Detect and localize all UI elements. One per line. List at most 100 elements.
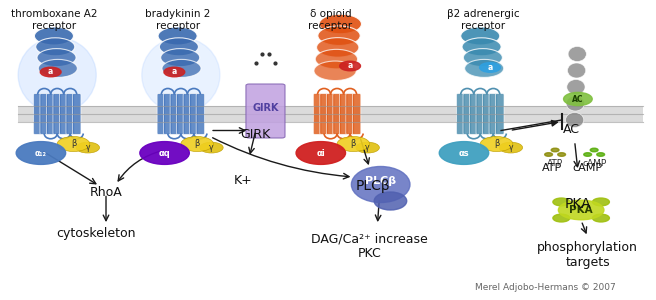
FancyBboxPatch shape xyxy=(40,94,49,134)
Text: phosphorylation
targets: phosphorylation targets xyxy=(537,241,638,269)
Circle shape xyxy=(181,136,213,152)
Circle shape xyxy=(499,142,523,153)
FancyBboxPatch shape xyxy=(18,106,643,114)
Text: β: β xyxy=(351,139,356,148)
Text: a: a xyxy=(48,68,53,76)
Text: PLCβ: PLCβ xyxy=(365,176,396,187)
Circle shape xyxy=(140,142,190,164)
Ellipse shape xyxy=(565,112,584,128)
Text: cytoskeleton: cytoskeleton xyxy=(56,227,136,241)
Text: K+: K+ xyxy=(234,173,252,187)
Ellipse shape xyxy=(352,167,410,203)
FancyBboxPatch shape xyxy=(157,94,165,134)
FancyBboxPatch shape xyxy=(72,94,81,134)
Circle shape xyxy=(356,142,379,153)
Text: a: a xyxy=(172,68,177,76)
FancyBboxPatch shape xyxy=(18,114,643,122)
Text: β: β xyxy=(194,139,200,148)
Text: γ: γ xyxy=(508,143,513,152)
Circle shape xyxy=(480,63,501,72)
Ellipse shape xyxy=(461,27,500,45)
Circle shape xyxy=(564,92,592,106)
FancyBboxPatch shape xyxy=(352,94,361,134)
Text: thromboxane A2
receptor: thromboxane A2 receptor xyxy=(10,9,97,31)
Circle shape xyxy=(553,198,570,206)
Ellipse shape xyxy=(314,61,356,80)
Ellipse shape xyxy=(317,38,359,57)
Text: ATP: ATP xyxy=(547,159,564,168)
Ellipse shape xyxy=(159,38,198,56)
Ellipse shape xyxy=(567,63,586,78)
Circle shape xyxy=(544,153,552,156)
Ellipse shape xyxy=(38,59,77,77)
Ellipse shape xyxy=(462,38,501,56)
Ellipse shape xyxy=(161,49,199,67)
FancyBboxPatch shape xyxy=(346,94,354,134)
Text: bradykinin 2
receptor: bradykinin 2 receptor xyxy=(145,9,211,31)
Text: AC: AC xyxy=(563,122,580,136)
Ellipse shape xyxy=(162,59,201,77)
Ellipse shape xyxy=(566,96,584,111)
FancyBboxPatch shape xyxy=(183,94,192,134)
Circle shape xyxy=(592,214,609,222)
Text: cAMP: cAMP xyxy=(582,159,606,168)
Ellipse shape xyxy=(567,80,585,94)
Text: γ: γ xyxy=(85,143,90,152)
Circle shape xyxy=(480,136,513,152)
Text: γ: γ xyxy=(365,143,370,152)
Text: DAG/Ca²⁺ increase
PKC: DAG/Ca²⁺ increase PKC xyxy=(311,232,428,260)
FancyBboxPatch shape xyxy=(66,94,74,134)
FancyBboxPatch shape xyxy=(33,94,42,134)
Text: β: β xyxy=(71,139,76,148)
Ellipse shape xyxy=(34,27,73,45)
Text: γ: γ xyxy=(209,143,214,152)
Text: cAMP: cAMP xyxy=(573,163,603,173)
FancyBboxPatch shape xyxy=(246,84,285,138)
FancyBboxPatch shape xyxy=(314,94,322,134)
Circle shape xyxy=(199,142,223,153)
Text: PLCβ: PLCβ xyxy=(356,179,390,193)
Ellipse shape xyxy=(464,59,504,77)
FancyBboxPatch shape xyxy=(495,94,504,134)
Ellipse shape xyxy=(37,49,76,67)
Ellipse shape xyxy=(318,26,360,45)
Ellipse shape xyxy=(319,14,361,34)
Circle shape xyxy=(558,153,565,156)
Text: AC: AC xyxy=(572,94,584,103)
Circle shape xyxy=(40,67,61,77)
FancyBboxPatch shape xyxy=(470,94,478,134)
Ellipse shape xyxy=(316,49,358,69)
Ellipse shape xyxy=(158,27,197,45)
FancyBboxPatch shape xyxy=(53,94,62,134)
Text: αs: αs xyxy=(459,148,469,158)
Text: GIRK: GIRK xyxy=(241,128,271,142)
Ellipse shape xyxy=(142,38,220,112)
FancyBboxPatch shape xyxy=(170,94,178,134)
Circle shape xyxy=(590,148,598,152)
Circle shape xyxy=(440,142,489,164)
Ellipse shape xyxy=(18,38,96,112)
Circle shape xyxy=(16,142,66,164)
Ellipse shape xyxy=(35,38,75,56)
Circle shape xyxy=(551,148,559,152)
Text: PKA: PKA xyxy=(569,205,593,215)
FancyBboxPatch shape xyxy=(176,94,185,134)
FancyBboxPatch shape xyxy=(457,94,465,134)
FancyBboxPatch shape xyxy=(483,94,491,134)
FancyBboxPatch shape xyxy=(196,94,205,134)
FancyBboxPatch shape xyxy=(463,94,472,134)
Text: β2 adrenergic
receptor: β2 adrenergic receptor xyxy=(447,9,520,31)
Text: GIRK: GIRK xyxy=(252,103,279,113)
FancyBboxPatch shape xyxy=(60,94,68,134)
Ellipse shape xyxy=(568,46,586,62)
Ellipse shape xyxy=(558,200,604,220)
Text: ATP: ATP xyxy=(542,163,562,173)
Circle shape xyxy=(164,67,185,77)
Text: a: a xyxy=(487,63,493,72)
FancyBboxPatch shape xyxy=(320,94,328,134)
FancyBboxPatch shape xyxy=(476,94,485,134)
Text: α₁₂: α₁₂ xyxy=(35,148,47,158)
Ellipse shape xyxy=(374,192,407,210)
Text: αi: αi xyxy=(316,148,325,158)
Ellipse shape xyxy=(463,49,502,67)
